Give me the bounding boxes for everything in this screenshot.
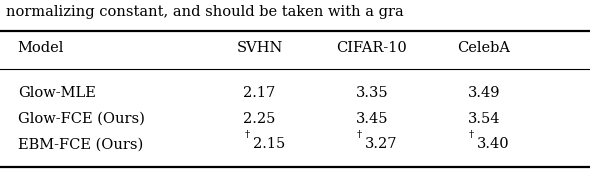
Text: †: †	[469, 130, 474, 139]
Text: normalizing constant, and should be taken with a gra: normalizing constant, and should be take…	[6, 5, 404, 19]
Text: Glow-MLE: Glow-MLE	[18, 86, 96, 100]
Text: 3.45: 3.45	[355, 112, 388, 126]
Text: 3.35: 3.35	[355, 86, 388, 100]
Text: 2.25: 2.25	[244, 112, 276, 126]
Text: †: †	[245, 130, 250, 139]
Text: 3.40: 3.40	[477, 137, 509, 152]
Text: EBM-FCE (Ours): EBM-FCE (Ours)	[18, 137, 143, 152]
Text: †: †	[357, 130, 362, 139]
Text: 2.17: 2.17	[244, 86, 276, 100]
Text: Model: Model	[18, 41, 64, 55]
Text: Glow-FCE (Ours): Glow-FCE (Ours)	[18, 112, 145, 126]
Text: 2.15: 2.15	[253, 137, 285, 152]
Text: SVHN: SVHN	[237, 41, 283, 55]
Text: 3.54: 3.54	[467, 112, 500, 126]
Text: 3.49: 3.49	[467, 86, 500, 100]
Text: 3.27: 3.27	[365, 137, 397, 152]
Text: CelebA: CelebA	[457, 41, 510, 55]
Text: CIFAR-10: CIFAR-10	[336, 41, 407, 55]
